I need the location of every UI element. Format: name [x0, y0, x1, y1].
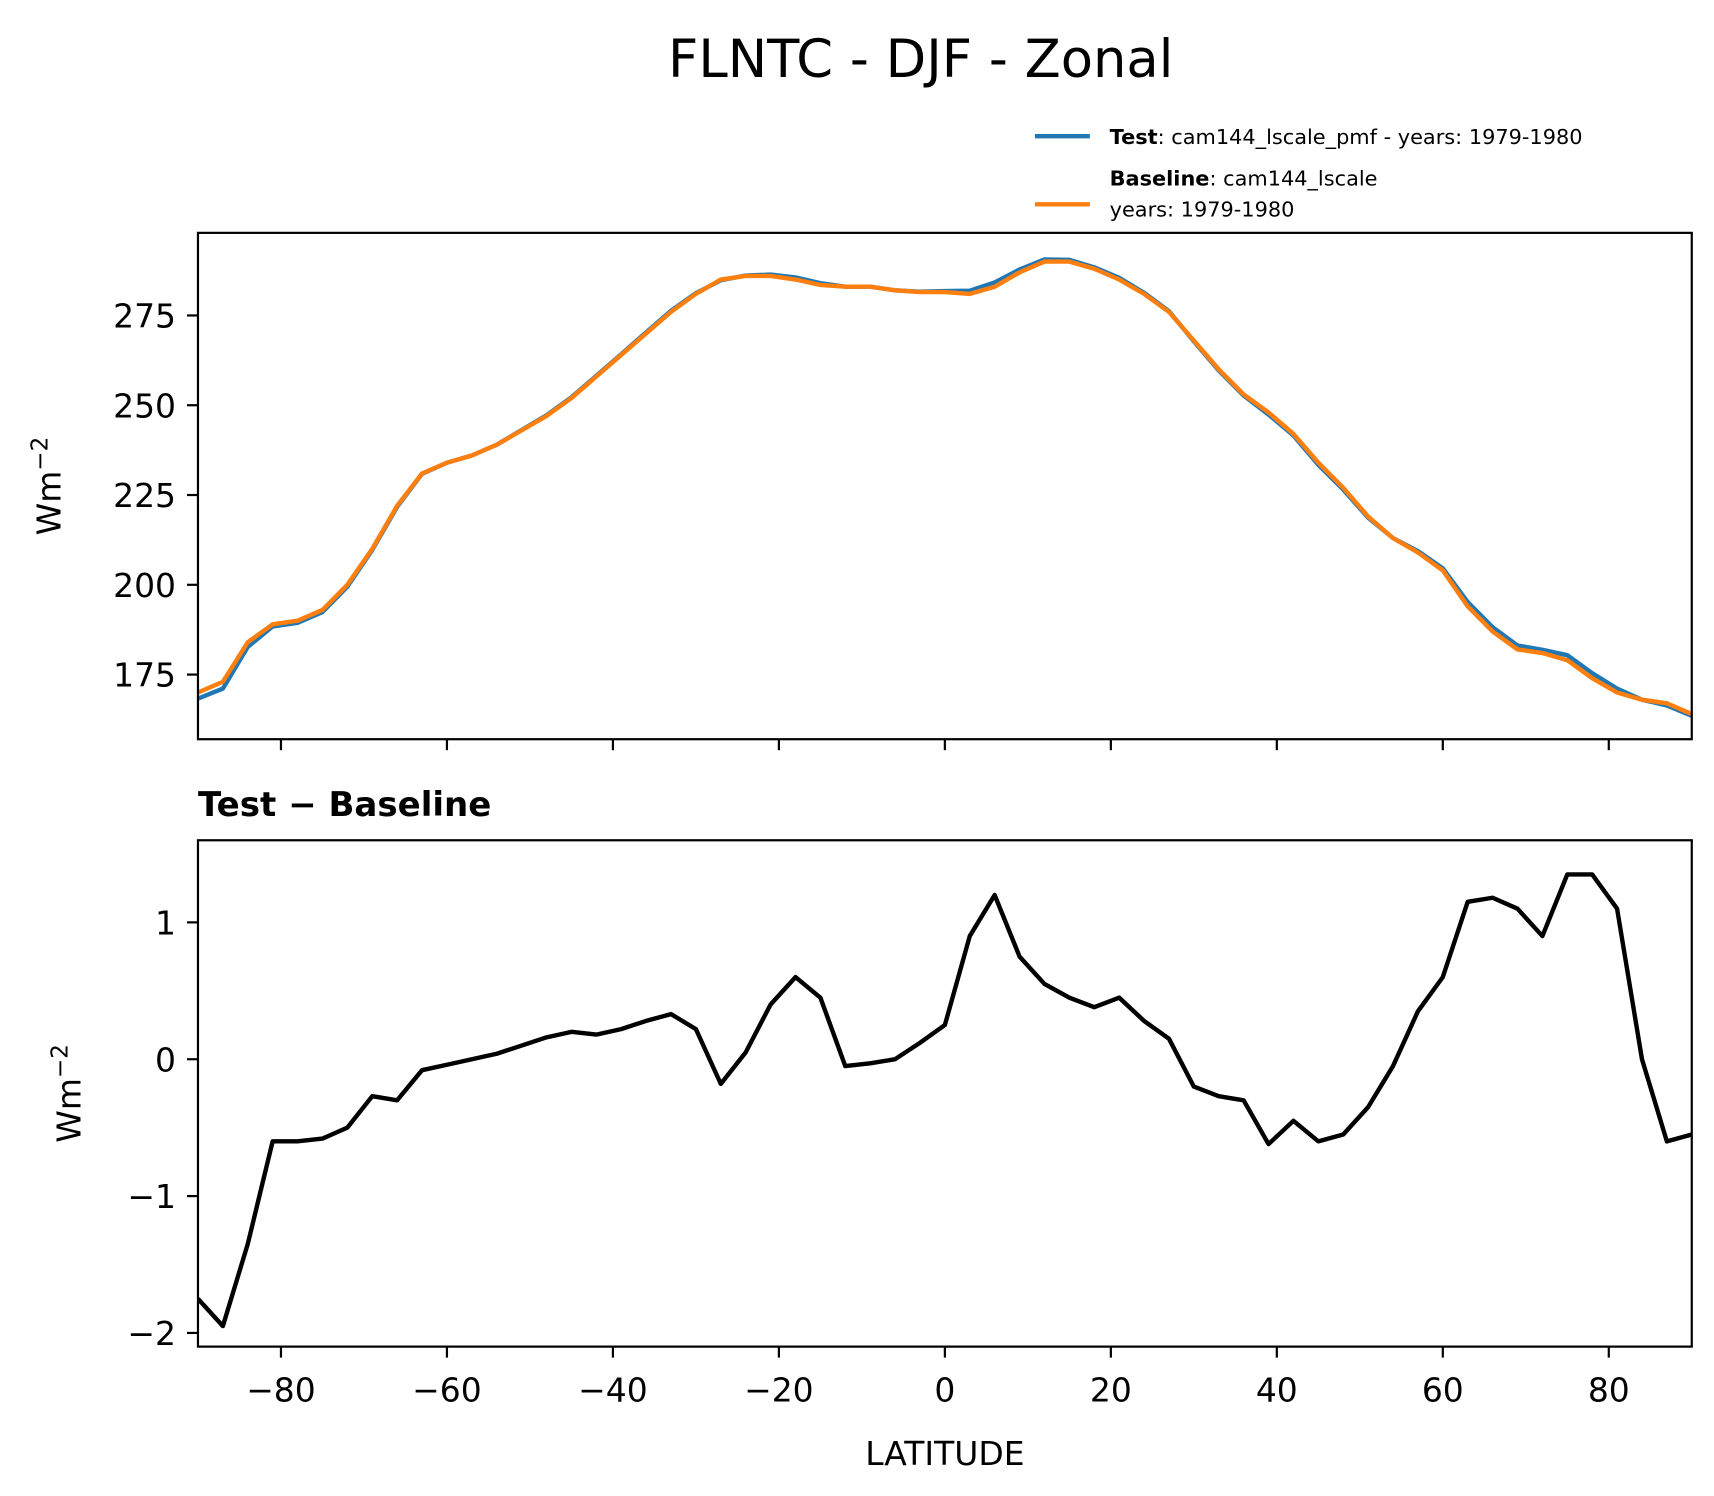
legend-name: Baseline [1110, 167, 1210, 191]
legend-name: Test [1110, 125, 1158, 149]
x-tick-label: −20 [744, 1371, 814, 1410]
x-tick-label: −80 [246, 1371, 316, 1410]
x-tick-label: −60 [412, 1371, 482, 1410]
x-tick-label: 60 [1422, 1371, 1464, 1410]
data-line [197, 872, 1692, 1329]
x-tick-label: 80 [1588, 1371, 1630, 1410]
y-tick-label: 250 [113, 386, 176, 425]
y-tick-label: −2 [127, 1314, 176, 1353]
figure-title: FLNTC - DJF - Zonal [668, 29, 1173, 90]
y-axis-label: Wm−2 [27, 437, 68, 536]
y-tick-label: 175 [113, 656, 176, 695]
y-tick-label: 1 [155, 903, 176, 942]
legend-text: : cam144_lscale_pmf - years: 1979-1980 [1158, 125, 1583, 150]
y-axis-label-base: Wm [49, 1078, 88, 1143]
legend-text: : cam144_lscale [1209, 167, 1377, 192]
legend-label: Test: cam144_lscale_pmf - years: 1979-19… [1110, 125, 1583, 150]
axes-frame [196, 231, 1693, 741]
y-tick-label: 275 [113, 297, 176, 336]
y-tick-label: 225 [113, 476, 176, 515]
y-axis-label: Wm−2 [47, 1044, 88, 1143]
data-line [197, 259, 1692, 717]
y-tick-label: −1 [127, 1177, 176, 1216]
x-tick-label: 20 [1090, 1371, 1132, 1410]
x-tick-label: −40 [578, 1371, 648, 1410]
y-tick-label: 0 [155, 1040, 176, 1079]
y-axis-label-sup: −2 [47, 1044, 73, 1078]
x-tick-label: 0 [934, 1371, 955, 1410]
plot-area [197, 872, 1692, 1329]
plot-area [197, 257, 1692, 718]
legend-text: years: 1979-1980 [1110, 197, 1295, 221]
legend-label: years: 1979-1980 [1110, 197, 1295, 221]
x-axis-label: LATITUDE [865, 1434, 1024, 1473]
y-tick-label: 200 [113, 566, 176, 605]
axes-frame [196, 839, 1693, 1348]
axes-title: Test − Baseline [198, 785, 491, 825]
y-axis-label-sup: −2 [27, 437, 53, 471]
y-axis-label-base: Wm [30, 471, 69, 536]
legend-label: Baseline: cam144_lscale [1110, 167, 1378, 192]
x-tick-label: 40 [1256, 1371, 1298, 1410]
